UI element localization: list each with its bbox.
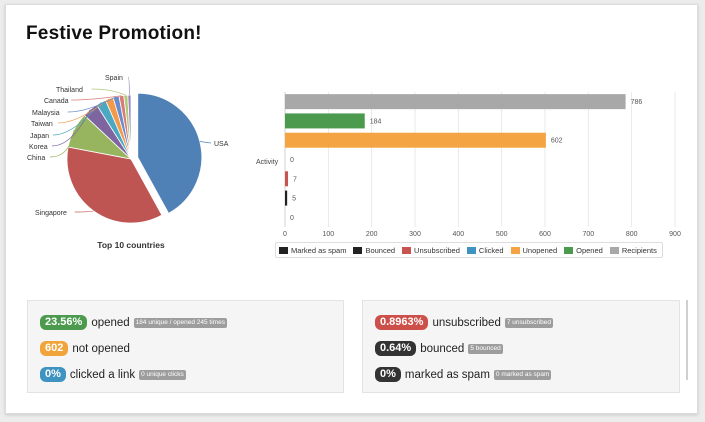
opened-detail-badge: 184 unique / opened 245 times — [133, 317, 227, 328]
pie-leader-line — [71, 95, 122, 101]
pie-leader-line — [74, 210, 94, 213]
negative-stats-panel: 0.8963% unsubscribed 7 unsubscribed 0.64… — [362, 300, 680, 393]
x-tick-label: 200 — [366, 231, 378, 238]
pie-leader-line — [49, 129, 75, 158]
legend-label: Unsubscribed — [414, 245, 460, 255]
spam-detail-badge: 0 marked as spam — [493, 369, 552, 380]
legend-swatch — [353, 246, 363, 254]
legend-swatch — [510, 246, 520, 254]
legend-swatch — [564, 246, 574, 254]
stat-bounced: 0.64% bounced 5 bounced — [375, 341, 503, 356]
spam-label: marked as spam — [404, 368, 490, 381]
legend-label: Recipients — [621, 245, 657, 255]
x-tick-label: 400 — [452, 231, 464, 238]
legend-item-bounced[interactable]: Bounced — [353, 246, 395, 255]
pie-leader-line — [67, 96, 117, 113]
not-opened-count-badge: 602 — [40, 341, 69, 356]
pie-label-japan: Japan — [30, 133, 49, 140]
bounced-label: bounced — [420, 342, 465, 355]
countries-pie-chart: USA Singapore China Korea Japan Taiwan Malaysi… — [27, 75, 229, 250]
bounced-rate-badge: 0.64% — [375, 341, 417, 356]
pie-leader-line — [199, 140, 212, 144]
bounced-detail-badge: 5 bounced — [468, 343, 503, 354]
bar-value-label: 0 — [290, 215, 294, 222]
legend-item-marked-spam[interactable]: Marked as spam — [279, 246, 346, 255]
engagement-stats-panel: 23.56% opened 184 unique / opened 245 ti… — [27, 300, 344, 393]
pie-label-korea: Korea — [29, 144, 48, 151]
bar-value-label: 5 — [292, 196, 296, 203]
bar-unsubscribed[interactable] — [285, 171, 289, 187]
pie-label-malaysia: Malaysia — [32, 110, 60, 117]
stat-not-opened: 602 not opened — [40, 341, 130, 356]
legend-label: Opened — [576, 245, 603, 255]
clicked-detail-badge: 0 unique clicks — [139, 369, 186, 380]
spam-rate-badge: 0% — [375, 367, 401, 382]
pie-label-usa: USA — [214, 141, 229, 148]
x-tick-label: 900 — [669, 231, 681, 238]
legend-swatch — [609, 246, 619, 254]
legend-label: Marked as spam — [291, 245, 347, 255]
pie-leader-line — [91, 88, 126, 96]
x-tick-label: 300 — [409, 231, 421, 238]
bar-bounced[interactable] — [285, 190, 288, 206]
stat-clicked: 0% clicked a link 0 unique clicks — [40, 367, 186, 382]
pie-leader-line — [127, 76, 130, 96]
legend-label: Bounced — [365, 245, 396, 255]
not-opened-label: not opened — [72, 342, 130, 355]
clicked-rate-badge: 0% — [40, 367, 66, 382]
x-tick-label: 800 — [626, 231, 638, 238]
activity-bar-chart: 786 184 602 0 7 5 0 0 100 200 300 400 500 600 700 800 9… — [256, 92, 681, 238]
pie-leader-line — [52, 102, 102, 136]
stat-spam: 0% marked as spam 0 marked as spam — [375, 367, 552, 382]
bar-value-label: 0 — [290, 157, 294, 164]
x-tick-label: 500 — [496, 231, 508, 238]
legend-swatch — [466, 246, 476, 254]
legend-item-recipients[interactable]: Recipients — [609, 245, 657, 255]
unsubscribed-label: unsubscribed — [432, 316, 501, 329]
pie-label-singapore: Singapore — [35, 210, 67, 217]
bar-chart-legend: Marked as spam Bounced Unsubscribed Clic… — [275, 242, 663, 258]
bar-value-label: 184 — [370, 118, 382, 125]
activity-axis-label: Activity — [256, 159, 279, 166]
legend-item-clicked[interactable]: Clicked — [466, 245, 504, 255]
bar-value-label: 786 — [631, 99, 643, 106]
bar-value-label: 602 — [551, 138, 563, 145]
x-tick-label: 100 — [322, 231, 334, 238]
clicked-label: clicked a link — [69, 368, 136, 381]
x-tick-label: 600 — [539, 231, 551, 238]
pie-leader-line — [51, 109, 91, 147]
pie-label-taiwan: Taiwan — [31, 121, 53, 128]
unsubscribed-detail-badge: 7 unsubscribed — [504, 317, 553, 328]
legend-item-unsubscribed[interactable]: Unsubscribed — [402, 246, 460, 255]
legend-swatch — [402, 246, 412, 254]
bar-recipients[interactable] — [285, 94, 626, 110]
panel-edge-divider — [686, 300, 688, 380]
stat-unsubscribed: 0.8963% unsubscribed 7 unsubscribed — [375, 315, 553, 330]
bar-unopened[interactable] — [285, 132, 546, 148]
legend-label: Clicked — [478, 245, 504, 255]
bar-opened[interactable] — [285, 113, 365, 129]
opened-rate-badge: 23.56% — [40, 315, 88, 330]
opened-label: opened — [91, 316, 130, 329]
x-tick-label: 0 — [283, 231, 287, 238]
legend-label: Unopened — [522, 245, 558, 255]
pie-chart-title: Top 10 countries — [97, 240, 165, 250]
stat-opened: 23.56% opened 184 unique / opened 245 ti… — [40, 315, 227, 330]
pie-label-canada: Canada — [44, 98, 69, 105]
x-tick-label: 700 — [582, 231, 594, 238]
legend-item-opened[interactable]: Opened — [564, 246, 603, 255]
legend-item-unopened[interactable]: Unopened — [510, 245, 558, 255]
pie-label-spain: Spain — [105, 75, 123, 82]
pie-label-china: China — [27, 155, 45, 162]
legend-swatch — [279, 246, 288, 254]
pie-label-thailand: Thailand — [56, 87, 83, 94]
unsubscribed-rate-badge: 0.8963% — [375, 315, 429, 330]
bar-value-label: 7 — [293, 176, 297, 183]
page-title: Festive Promotion! — [26, 23, 202, 44]
